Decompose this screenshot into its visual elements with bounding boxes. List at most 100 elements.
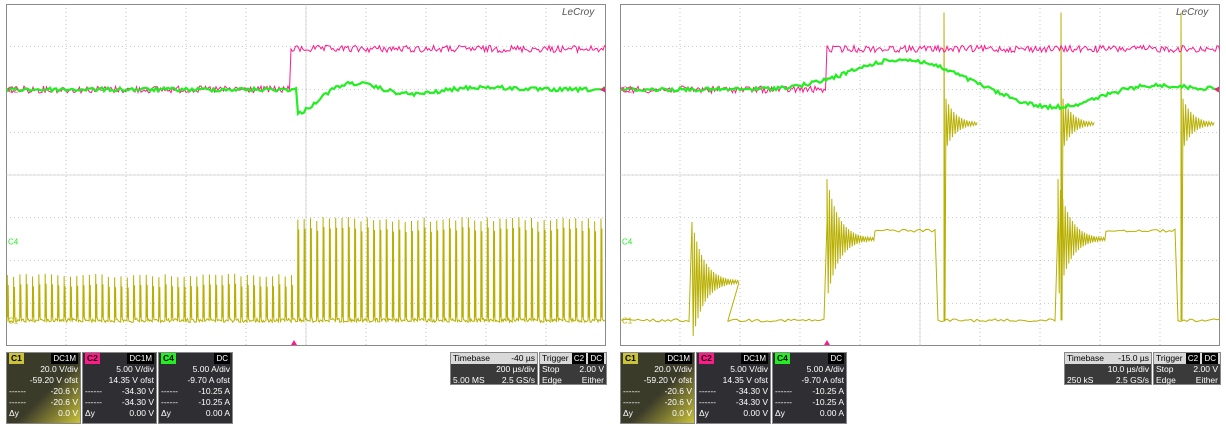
c2-level-marker: C2: [8, 86, 19, 95]
channel-name: C2: [85, 353, 100, 364]
cursor2-icon: ------: [161, 397, 178, 407]
timebase-label: Timebase: [1067, 353, 1105, 363]
channel-1-panel[interactable]: C1 DC1M 20.0 V/div -59.20 V ofst ------ -2…: [620, 352, 695, 424]
delta-y-label: Δy: [775, 408, 785, 418]
cursor2: -20.6 V: [50, 397, 78, 407]
timebase-label: Timebase: [453, 353, 491, 363]
timebase-per-div: 10.0 µs/div: [1107, 364, 1149, 374]
coupling: DC: [828, 353, 844, 364]
timebase-rate: 2.5 GS/s: [1115, 375, 1149, 385]
c4-level-marker: C4: [8, 237, 19, 246]
delta-y-label: Δy: [85, 408, 95, 418]
cursor1: -34.30 V: [735, 386, 768, 396]
coupling: DC1M: [127, 353, 154, 364]
c1-level-marker: C1: [622, 316, 633, 325]
cursor1: -10.25 A: [198, 386, 230, 396]
plot-area: C2 C4 C1 LeCroy: [6, 4, 606, 346]
scope-right: C2 C4 C1 LeCroy C1 DC1M 20.0 V/div -59.20 V …: [614, 0, 1221, 426]
trigger-source: C2: [1185, 353, 1201, 364]
timebase-delay: -15.0 µs: [1118, 353, 1149, 363]
cursor1: -20.6 V: [664, 386, 692, 396]
cursor1-icon: ------: [161, 386, 178, 396]
c2-edge-marker: [600, 86, 605, 93]
trigger-marker-bottom: [291, 340, 297, 345]
plot-area: C2 C4 C1 LeCroy: [620, 4, 1220, 346]
scale: 5.00 A/div: [192, 364, 230, 374]
c4-trace: [6, 80, 606, 117]
waveform-svg: C2 C4 C1 LeCroy: [6, 4, 606, 346]
channel-2-panel[interactable]: C2 DC1M 5.00 V/div 14.35 V ofst ------ -34…: [696, 352, 771, 424]
channel-4-panel[interactable]: C4 DC 5.00 A/div -9.70 A ofst ------ -10.2…: [772, 352, 847, 424]
offset: 14.35 V ofst: [108, 375, 154, 385]
cursor1-icon: ------: [9, 386, 26, 396]
cursor1: -20.6 V: [50, 386, 78, 396]
trigger-coupling: DC: [588, 353, 604, 364]
cursor2-icon: ------: [85, 397, 102, 407]
cursor2: -34.30 V: [735, 397, 768, 407]
trigger-source: C2: [571, 353, 587, 364]
delta-y-label: Δy: [161, 408, 171, 418]
timebase-delay: -40 µs: [511, 353, 535, 363]
trigger-panel[interactable]: Trigger C2 DC Stop 2.00 V Edge Either: [539, 352, 607, 385]
scope-left: C2 C4 C1 LeCroy C1 DC1M 20.0 V/div -59.20 V …: [0, 0, 607, 426]
delta-y: 0.0 V: [58, 408, 78, 418]
delta-y: 0.00 V: [743, 408, 768, 418]
delta-y-label: Δy: [9, 408, 19, 418]
channel-name: C2: [699, 353, 714, 364]
timebase-rate: 2.5 GS/s: [501, 375, 535, 385]
trigger-label: Trigger: [542, 353, 569, 363]
trigger-level: 2.00 V: [579, 364, 604, 374]
cursor1: -10.25 A: [812, 386, 844, 396]
cursor2-icon: ------: [9, 397, 26, 407]
c1-level-marker: C1: [8, 316, 19, 325]
delta-y-label: Δy: [623, 408, 633, 418]
c1-trace: [620, 12, 1220, 337]
offset: -9.70 A ofst: [187, 375, 230, 385]
channel-1-panel[interactable]: C1 DC1M 20.0 V/div -59.20 V ofst ------ -2…: [6, 352, 81, 424]
offset: -59.20 V ofst: [643, 375, 692, 385]
trigger-mode: Stop: [1156, 364, 1174, 374]
coupling: DC1M: [665, 353, 692, 364]
cursor1-icon: ------: [623, 386, 640, 396]
channel-name: C4: [775, 353, 790, 364]
trigger-coupling: DC: [1202, 353, 1218, 364]
trigger-type: Edge: [1156, 375, 1176, 385]
timebase-panel[interactable]: Timebase -15.0 µs 10.0 µs/div 250 kS 2.5 G…: [1064, 352, 1152, 385]
cursor2: -10.25 A: [198, 397, 230, 407]
channel-4-panel[interactable]: C4 DC 5.00 A/div -9.70 A ofst ------ -10.2…: [158, 352, 233, 424]
cursor1-icon: ------: [775, 386, 792, 396]
cursor2-icon: ------: [699, 397, 716, 407]
scale: 20.0 V/div: [654, 364, 692, 374]
trigger-type: Edge: [542, 375, 562, 385]
trigger-level: 2.00 V: [1193, 364, 1218, 374]
c1-trace: [6, 217, 606, 324]
c2-edge-marker: [1214, 86, 1219, 93]
channel-name: C1: [623, 353, 638, 364]
trigger-label: Trigger: [1156, 353, 1183, 363]
coupling: DC1M: [741, 353, 768, 364]
scale: 5.00 V/div: [116, 364, 154, 374]
trigger-panel[interactable]: Trigger C2 DC Stop 2.00 V Edge Either: [1153, 352, 1221, 385]
cursor2-icon: ------: [775, 397, 792, 407]
c2-level-marker: C2: [622, 86, 633, 95]
delta-y-label: Δy: [699, 408, 709, 418]
timebase-samples: 250 kS: [1067, 375, 1094, 385]
channel-2-panel[interactable]: C2 DC1M 5.00 V/div 14.35 V ofst ------ -34…: [82, 352, 157, 424]
delta-y: 0.00 A: [205, 408, 230, 418]
trigger-marker-bottom: [824, 340, 830, 345]
scale: 5.00 A/div: [806, 364, 844, 374]
scale: 5.00 V/div: [730, 364, 768, 374]
delta-y: 0.00 V: [129, 408, 154, 418]
cursor1-icon: ------: [85, 386, 102, 396]
cursor2: -34.30 V: [121, 397, 154, 407]
cursor2-icon: ------: [623, 397, 640, 407]
offset: -9.70 A ofst: [801, 375, 844, 385]
timebase-samples: 5.00 MS: [453, 375, 485, 385]
c4-trace: [620, 57, 1220, 111]
cursor2: -10.25 A: [812, 397, 844, 407]
timebase-panel[interactable]: Timebase -40 µs 200 µs/div 5.00 MS 2.5 GS/…: [450, 352, 538, 385]
channel-name: C1: [9, 353, 24, 364]
lecroy-logo: LeCroy: [1176, 7, 1209, 18]
c4-level-marker: C4: [622, 237, 633, 246]
trigger-slope: Either: [581, 375, 604, 385]
